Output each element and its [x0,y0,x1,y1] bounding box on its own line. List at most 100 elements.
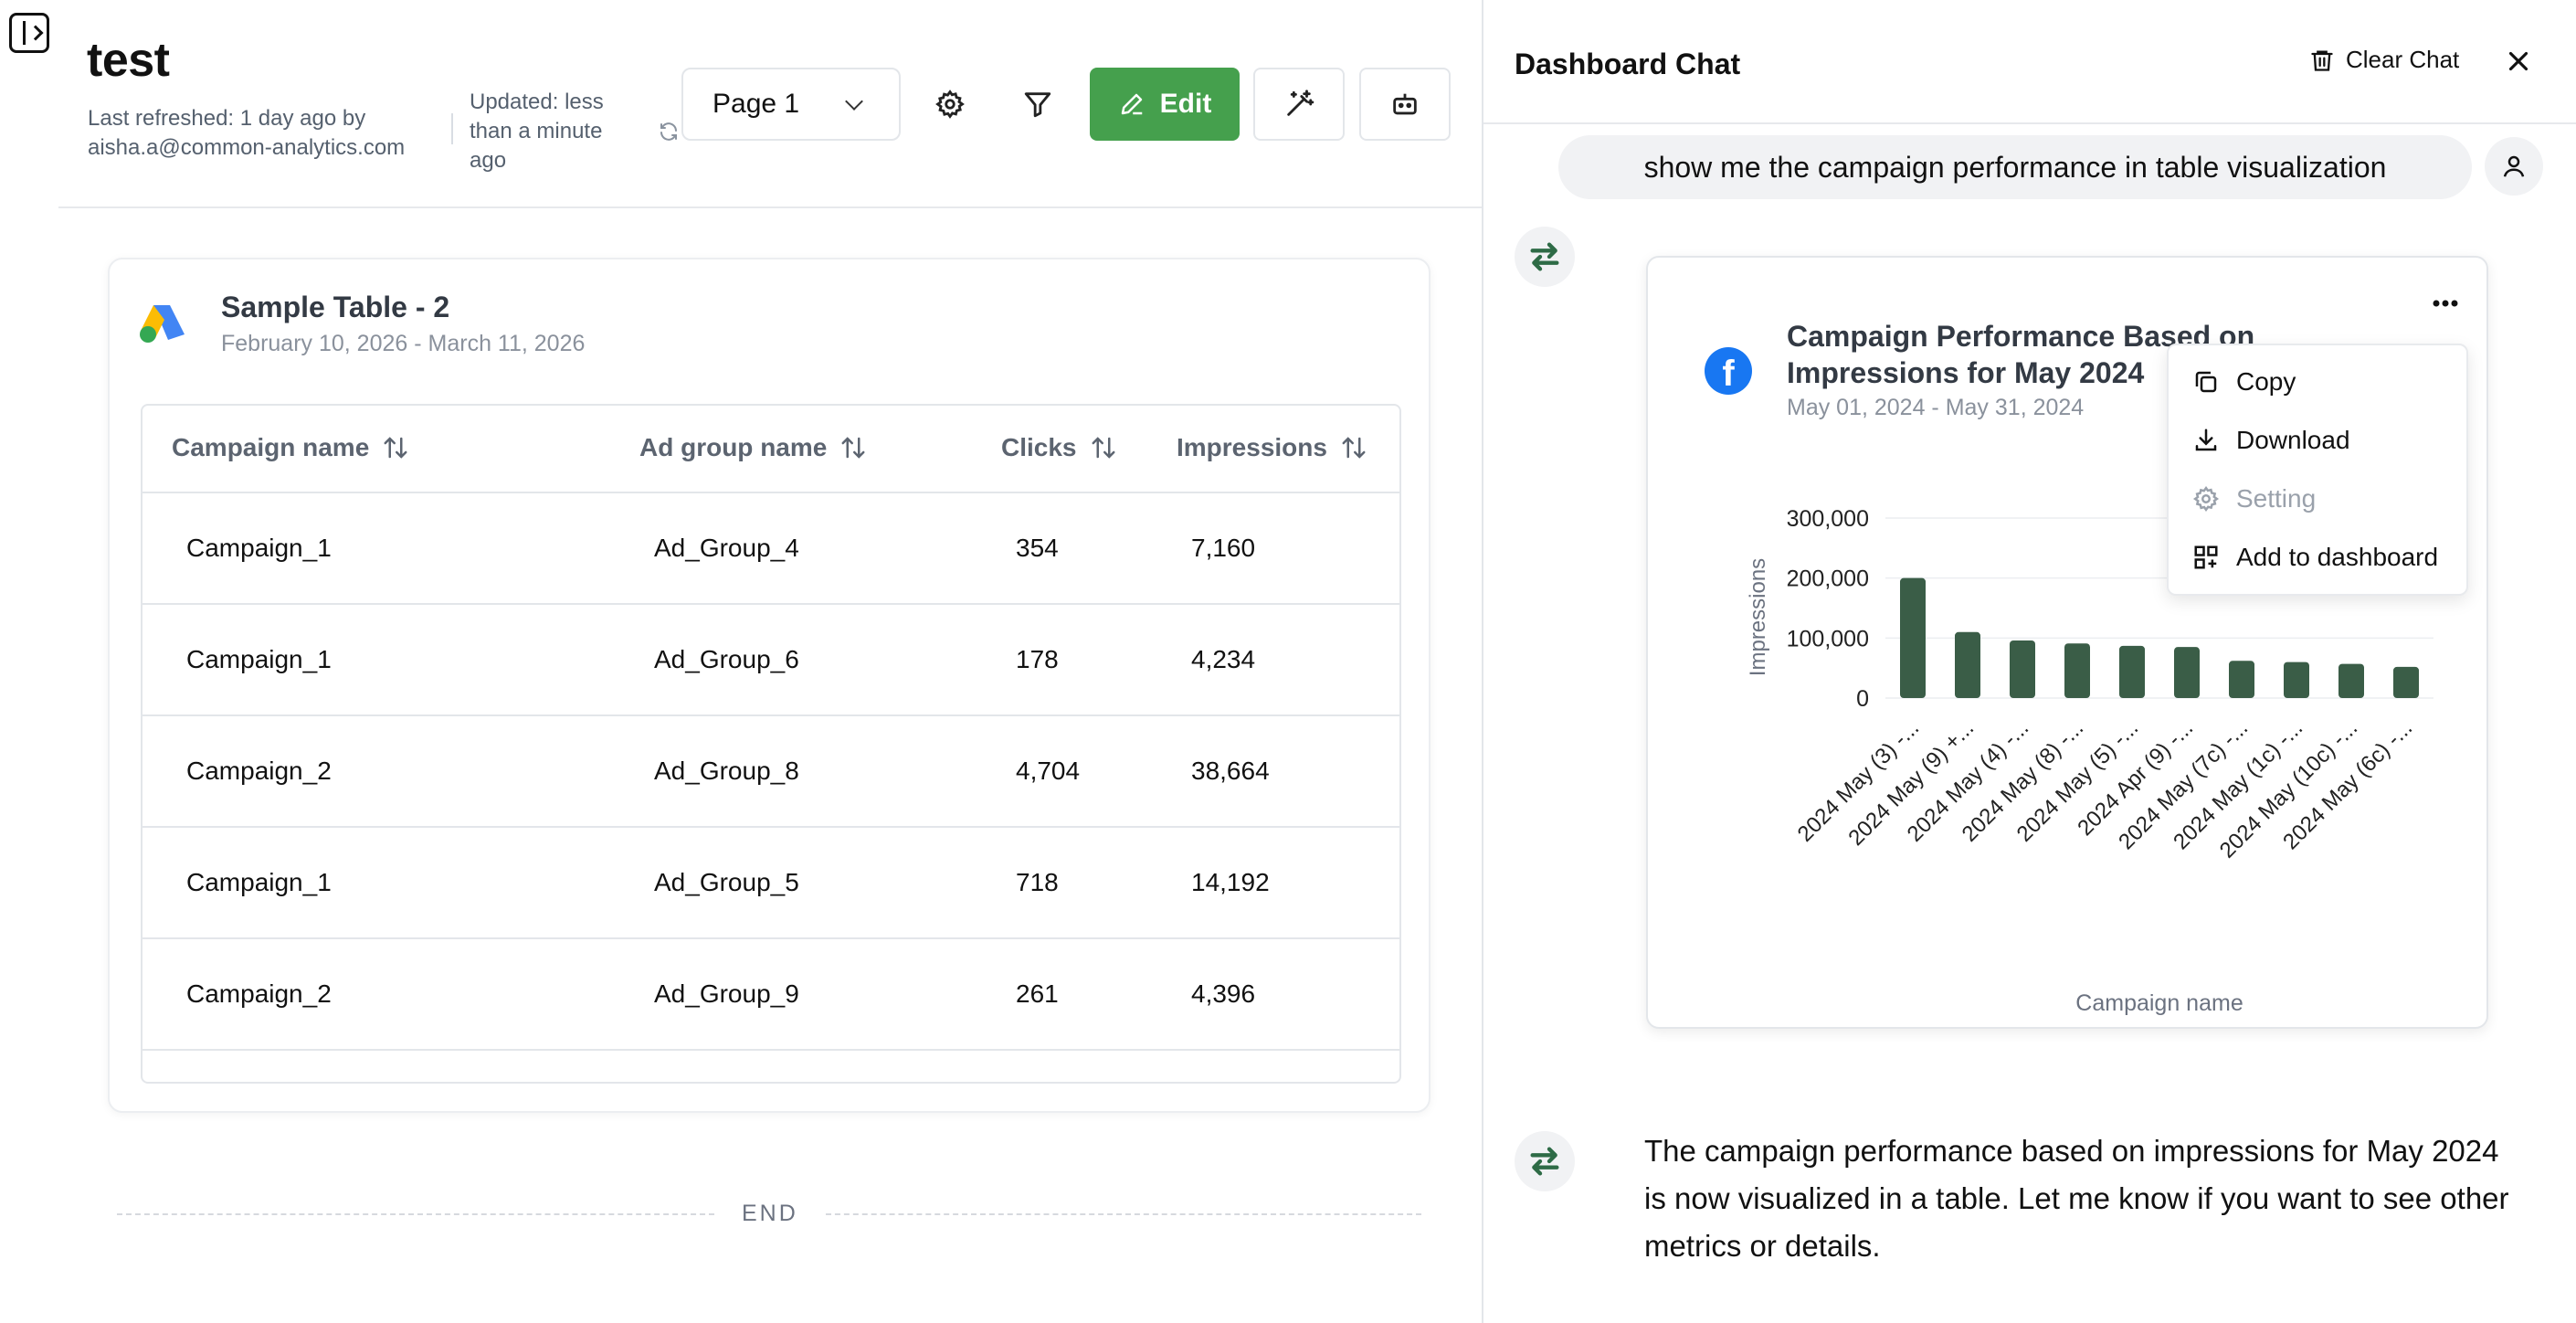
sort-icon[interactable] [1340,434,1367,461]
table-row[interactable]: Campaign_1 Ad_Group_4 354 7,160 [143,493,1399,605]
y-tick-label: 100,000 [1787,626,1869,651]
cell-ad-group-name: Ad_Group_9 [654,979,799,1008]
chart-bar [2174,647,2200,698]
cell-clicks: 178 [1016,645,1059,673]
magic-wand-icon [1287,90,1314,116]
trash-icon [2311,50,2333,71]
dashboard-title: test [87,34,170,87]
chart-bar [2229,661,2254,698]
dashboard-add-icon [2194,545,2218,569]
chart-date-range: May 01, 2024 - May 31, 2024 [1787,395,2085,420]
cell-ad-group-name: Ad_Group_8 [654,757,799,785]
user-avatar-icon [2485,137,2543,196]
cell-campaign-name: Campaign_1 [186,534,332,562]
dashboard-area: test Last refreshed: 1 day ago by aisha.… [9,13,1482,1226]
x-axis-label: Campaign name [2075,990,2243,1016]
column-header-label: Ad group name [639,433,828,461]
page-selector[interactable]: Page 1 [681,68,901,141]
last-refreshed-text: Last refreshed: 1 day ago by aisha.a@com… [88,106,406,160]
cell-campaign-name: Campaign_1 [186,645,332,673]
chevron-down-icon [845,92,863,111]
menu-item-label: Download [2236,426,2350,454]
chart-bar [2338,663,2364,698]
page-selector-value: Page 1 [713,89,800,119]
menu-item-add-to-dashboard[interactable]: Add to dashboard [2192,539,2438,576]
column-header-campaign-name[interactable]: Campaign name [172,433,409,462]
cell-impressions: 38,664 [1191,757,1270,785]
chart-bar [2010,640,2035,698]
copy-icon [2195,371,2217,393]
menu-item-setting: Setting [2192,481,2316,517]
cell-clicks: 354 [1016,534,1059,562]
bot-message-text: The campaign performance based on impres… [1644,1134,2509,1263]
updated-text: Updated: less than a minute ago [470,90,604,173]
user-message-bubble: show me the campaign performance in tabl… [1558,135,2472,199]
cell-clicks: 261 [1016,979,1059,1008]
chart-title: Campaign Performance Based on Impression… [1787,320,2255,389]
data-table: Campaign name Ad group name Clicks Impre… [141,404,1401,1084]
magic-wand-button[interactable] [1253,68,1345,141]
y-tick-label: 300,000 [1787,506,1869,532]
more-options-icon[interactable] [2432,298,2459,309]
column-header-impressions[interactable]: Impressions [1177,433,1367,462]
menu-item-label: Copy [2236,367,2296,396]
menu-item-label: Add to dashboard [2236,543,2439,571]
cell-ad-group-name: Ad_Group_4 [654,534,799,562]
settings-gear-icon[interactable] [923,77,977,132]
filter-icon[interactable] [1010,77,1065,132]
bot-avatar-icon [1515,1131,1575,1191]
download-icon [2195,429,2217,451]
chat-panel-title: Dashboard Chat [1515,48,1741,80]
pencil-icon [1121,93,1142,115]
sort-icon[interactable] [1090,434,1117,461]
cell-impressions: 7,160 [1191,534,1256,562]
dashboard-chat-panel: Dashboard Chat Clear Chat show me the ca… [1482,0,2576,1323]
google-ads-logo-icon [140,305,185,343]
menu-item-copy[interactable]: Copy [2192,364,2296,400]
chart-bar [2064,643,2090,698]
table-row[interactable]: Campaign_2 Ad_Group_9 261 4,396 [143,939,1399,1051]
chart-bar [1900,577,1926,698]
menu-item-download[interactable]: Download [2192,422,2350,459]
sort-icon[interactable] [839,434,867,461]
bot-avatar-icon [1515,227,1575,287]
sort-icon[interactable] [382,434,409,461]
clear-chat-label: Clear Chat [2346,46,2460,73]
header-divider [451,113,453,144]
header-separator [58,206,1482,208]
table-header-row: Campaign name Ad group name Clicks Impre… [143,406,1399,493]
table-row[interactable]: Campaign_1 Ad_Group_6 178 4,234 [143,605,1399,716]
table-row[interactable]: Campaign_2 Ad_Group_8 4,704 38,664 [143,716,1399,828]
cell-impressions: 14,192 [1191,868,1270,896]
cell-impressions: 4,396 [1191,979,1256,1008]
column-header-label: Impressions [1177,433,1327,461]
table-card-date-range: February 10, 2026 - March 11, 2026 [221,331,586,356]
column-header-clicks[interactable]: Clicks [1001,433,1117,462]
chart-options-menu: Copy Download Setting Add to dashboard [2167,344,2468,596]
chart-bar [1955,631,1980,698]
bot-icon [1393,93,1417,115]
menu-item-label: Setting [2236,484,2317,513]
edit-button[interactable]: Edit [1090,68,1240,141]
close-icon[interactable] [2503,46,2534,77]
refresh-icon[interactable] [658,121,680,143]
cell-ad-group-name: Ad_Group_6 [654,645,799,673]
gear-icon [2192,485,2220,513]
ai-bot-button[interactable] [1359,68,1451,141]
cell-campaign-name: Campaign_1 [186,868,332,896]
facebook-logo-icon: f [1705,347,1752,395]
table-row[interactable]: Campaign_1 Ad_Group_5 718 14,192 [143,828,1399,939]
cell-campaign-name: Campaign_2 [186,757,332,785]
chat-header-separator [1483,122,2576,124]
cell-impressions: 4,234 [1191,645,1256,673]
cell-ad-group-name: Ad_Group_5 [654,868,799,896]
clear-chat-button[interactable]: Clear Chat [2309,46,2459,74]
column-header-ad-group-name[interactable]: Ad group name [639,433,867,462]
end-label: END [742,1201,798,1226]
y-tick-label: 0 [1856,686,1869,712]
sidebar-toggle-icon[interactable] [9,13,49,53]
y-tick-label: 200,000 [1787,566,1869,592]
chart-bar [2119,645,2145,698]
cell-clicks: 718 [1016,868,1059,896]
